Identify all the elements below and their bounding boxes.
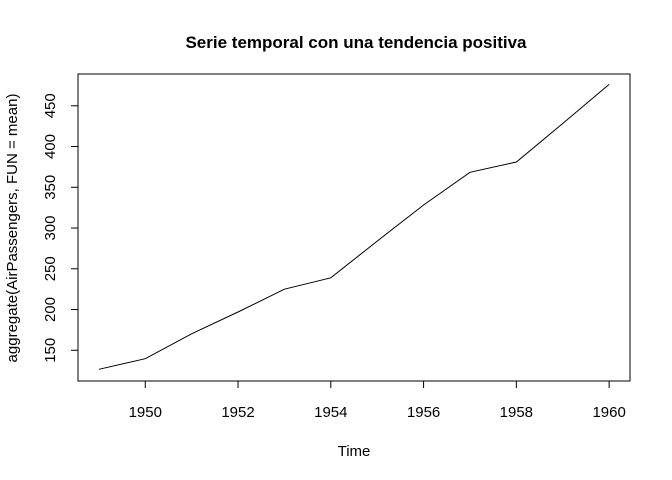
y-tick-label: 250 (42, 256, 59, 281)
x-tick-label: 1952 (221, 404, 254, 421)
chart-title: Serie temporal con una tendencia positiv… (185, 33, 527, 52)
y-tick-label: 150 (42, 338, 59, 363)
y-tick-label: 400 (42, 134, 59, 159)
y-axis-label: aggregate(AirPassengers, FUN = mean) (4, 94, 21, 363)
plot-frame (77, 73, 631, 382)
y-tick-label: 450 (42, 93, 59, 118)
y-tick-label: 200 (42, 297, 59, 322)
y-axis: 150 200 250 300 350 400 450 (42, 93, 79, 363)
x-axis: 1950 1952 1954 1956 1958 1960 (129, 380, 626, 421)
y-tick-label: 300 (42, 216, 59, 241)
y-tick-label: 350 (42, 175, 59, 200)
series-line (98, 84, 610, 370)
x-tick-label: 1956 (407, 404, 440, 421)
x-tick-label: 1950 (129, 404, 162, 421)
x-tick-label: 1958 (500, 404, 533, 421)
x-axis-label: Time (338, 443, 371, 460)
x-tick-label: 1960 (592, 404, 625, 421)
x-tick-label: 1954 (314, 404, 347, 421)
